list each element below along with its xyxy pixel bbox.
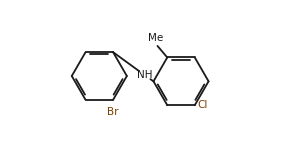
Text: Br: Br — [107, 107, 119, 117]
Text: NH: NH — [137, 70, 152, 80]
Text: Cl: Cl — [198, 100, 208, 110]
Text: Me: Me — [148, 33, 163, 43]
